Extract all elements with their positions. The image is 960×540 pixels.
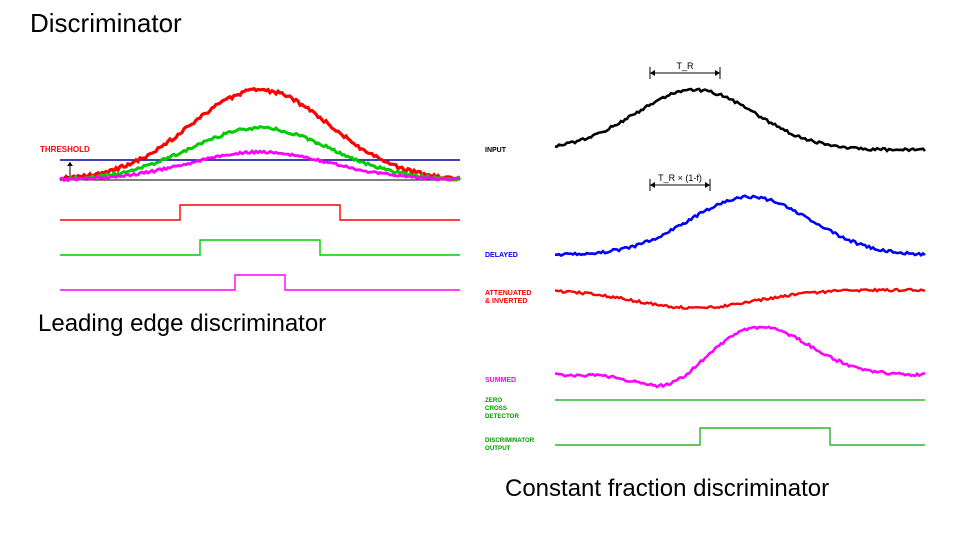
discriminator-output-label: DISCRIMINATOR <box>485 437 535 444</box>
cfd-waveform <box>555 289 925 309</box>
logic-pulse <box>60 240 460 255</box>
pulse-curve <box>60 89 460 180</box>
threshold-label: THRESHOLD <box>40 145 90 154</box>
discriminator-output-label: OUTPUT <box>485 445 511 452</box>
svg-text:T_R: T_R <box>676 61 694 71</box>
zero-cross-label: DETECTOR <box>485 413 519 420</box>
cfd-row-label: ATTENUATED <box>485 290 531 297</box>
cfd-row-label: INPUT <box>485 147 507 154</box>
leading-edge-title: Leading edge discriminator <box>38 310 326 338</box>
cfd-waveform <box>555 327 925 387</box>
cfd-title: Constant fraction discriminator <box>505 475 829 503</box>
zero-cross-label: ZERO <box>485 397 502 404</box>
cfd-waveform <box>555 89 925 151</box>
cfd-row-label: DELAYED <box>485 252 518 259</box>
svg-text:T_R × (1-f): T_R × (1-f) <box>658 173 702 183</box>
page-title: Discriminator <box>30 8 182 39</box>
logic-pulse <box>60 205 460 220</box>
pulse-curve <box>60 127 460 181</box>
leading-edge-figure: THRESHOLD <box>40 60 470 300</box>
cfd-waveform <box>555 196 925 256</box>
logic-pulse <box>60 275 460 290</box>
cfd-figure: INPUT T_R DELAYED T_R × (1-f) ATTENUATED& IN… <box>485 50 945 460</box>
cfd-row-label: SUMMED <box>485 377 516 384</box>
discriminator-output-pulse <box>555 428 925 445</box>
zero-cross-label: CROSS <box>485 405 507 412</box>
cfd-row-label: & INVERTED <box>485 298 527 305</box>
